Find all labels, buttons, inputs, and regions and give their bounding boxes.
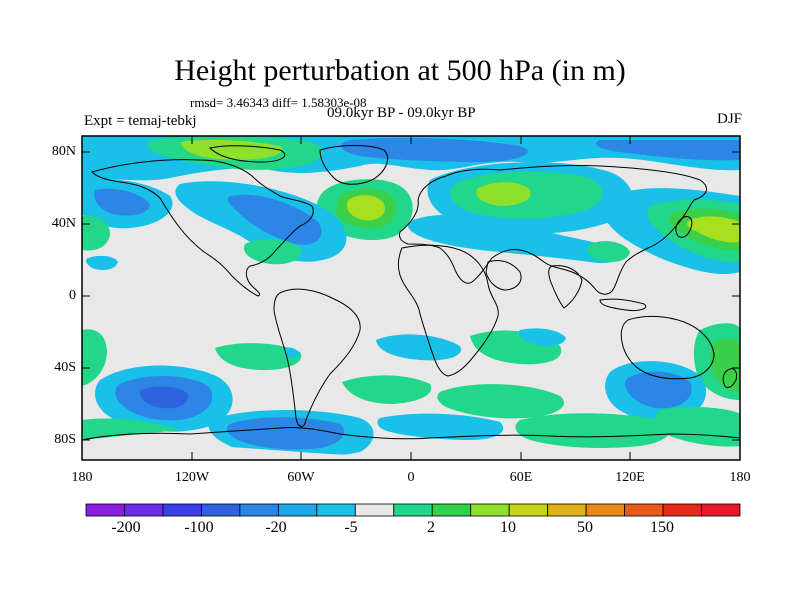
plot-title: Height perturbation at 500 hPa (in m) <box>174 54 626 87</box>
contour-region <box>215 343 302 370</box>
contour-region <box>85 255 118 270</box>
south-america-coastline <box>273 288 361 427</box>
colorbar-swatch <box>354 503 395 517</box>
contour-region <box>346 195 385 221</box>
contour-region <box>243 239 302 265</box>
contour-region <box>377 413 504 440</box>
north-america-coastline <box>91 159 314 297</box>
contour-region <box>625 371 692 409</box>
contour-region <box>82 329 107 386</box>
colorbar-label: -200 <box>111 519 141 536</box>
greenland-coastline <box>319 145 388 185</box>
new-zealand-coastline <box>722 368 737 388</box>
contour-region <box>518 328 566 346</box>
contour-region <box>587 241 630 262</box>
contour-region <box>226 417 345 450</box>
x-tick-label: 180 <box>71 470 93 485</box>
colorbar-swatch <box>201 503 241 517</box>
contour-region <box>437 384 565 419</box>
colorbar-label: 2 <box>427 519 435 536</box>
experiment-label: Expt = temaj-tebkj <box>84 113 197 129</box>
colorbar-swatch <box>624 503 664 517</box>
y-tick-label: 40S <box>54 360 76 375</box>
arctic-islands <box>208 145 286 163</box>
australia-coastline <box>620 315 715 380</box>
colorbar-swatch <box>662 503 702 517</box>
contour-region <box>94 188 150 216</box>
colorbar-label: -20 <box>265 519 287 536</box>
contour-region <box>596 140 740 161</box>
colorbar-label: -100 <box>184 519 214 536</box>
season-label: DJF <box>716 111 742 127</box>
x-tick-label: 120E <box>615 470 645 485</box>
colorbar-swatch <box>431 503 472 517</box>
colorbar-label: 10 <box>500 519 516 536</box>
colorbar-label: 150 <box>650 519 674 536</box>
contour-region <box>710 339 740 392</box>
antarctica-coastline <box>82 427 740 441</box>
period-line: 09.0kyr BP - 09.0kyr BP <box>327 105 476 121</box>
contour-region <box>139 386 189 409</box>
y-tick-label: 40N <box>51 216 76 231</box>
india-coastline <box>548 265 583 309</box>
colorbar-swatch <box>85 503 125 517</box>
contour-region <box>180 139 283 160</box>
colorbar-swatch <box>124 503 164 517</box>
eurasia-coastline <box>399 164 708 295</box>
colorbar-swatch <box>162 503 202 517</box>
colorbar-swatch <box>470 503 510 517</box>
contour-fills <box>82 136 740 460</box>
stats-line: rmsd= 3.46343 diff= 1.58303e-08 <box>190 95 367 110</box>
x-tick-label: 180 <box>729 470 751 485</box>
colorbar-swatch <box>316 503 356 517</box>
y-tick-label: 80S <box>54 432 76 447</box>
contour-region <box>655 407 740 447</box>
colorbar-label: -5 <box>344 519 358 536</box>
colorbar-swatch <box>585 503 625 517</box>
contour-region <box>285 347 300 359</box>
contour-region <box>515 413 671 448</box>
y-tick-label: 0 <box>69 288 76 303</box>
contour-region <box>408 214 623 264</box>
arabia-coastline <box>485 259 522 291</box>
x-tick-label: 60W <box>287 470 315 485</box>
colorbar-label: 50 <box>577 519 593 536</box>
y-tick-label: 80N <box>51 144 76 159</box>
y-axis-ticks <box>82 151 740 441</box>
indonesia-islands <box>599 298 647 311</box>
contour-region <box>476 182 531 206</box>
japan-coastline <box>675 216 693 238</box>
colorbar-swatch <box>239 503 279 517</box>
contour-region <box>82 443 740 460</box>
colorbar-swatch <box>393 503 433 517</box>
contour-region <box>342 375 432 404</box>
x-tick-label: 60E <box>509 470 533 485</box>
colorbar-swatch <box>701 503 741 517</box>
colorbar-swatch <box>277 503 318 517</box>
colorbar <box>85 503 741 517</box>
contour-region <box>82 418 180 440</box>
coastlines <box>82 145 740 441</box>
x-tick-label: 0 <box>407 470 415 485</box>
contour-region <box>227 194 322 245</box>
colorbar-swatch <box>508 503 549 517</box>
contour-region <box>687 216 740 243</box>
x-tick-label: 120W <box>174 470 210 485</box>
contour-region <box>376 334 462 361</box>
colorbar-swatch <box>547 503 587 517</box>
x-axis-ticks <box>81 136 741 460</box>
africa-coastline <box>397 244 499 377</box>
